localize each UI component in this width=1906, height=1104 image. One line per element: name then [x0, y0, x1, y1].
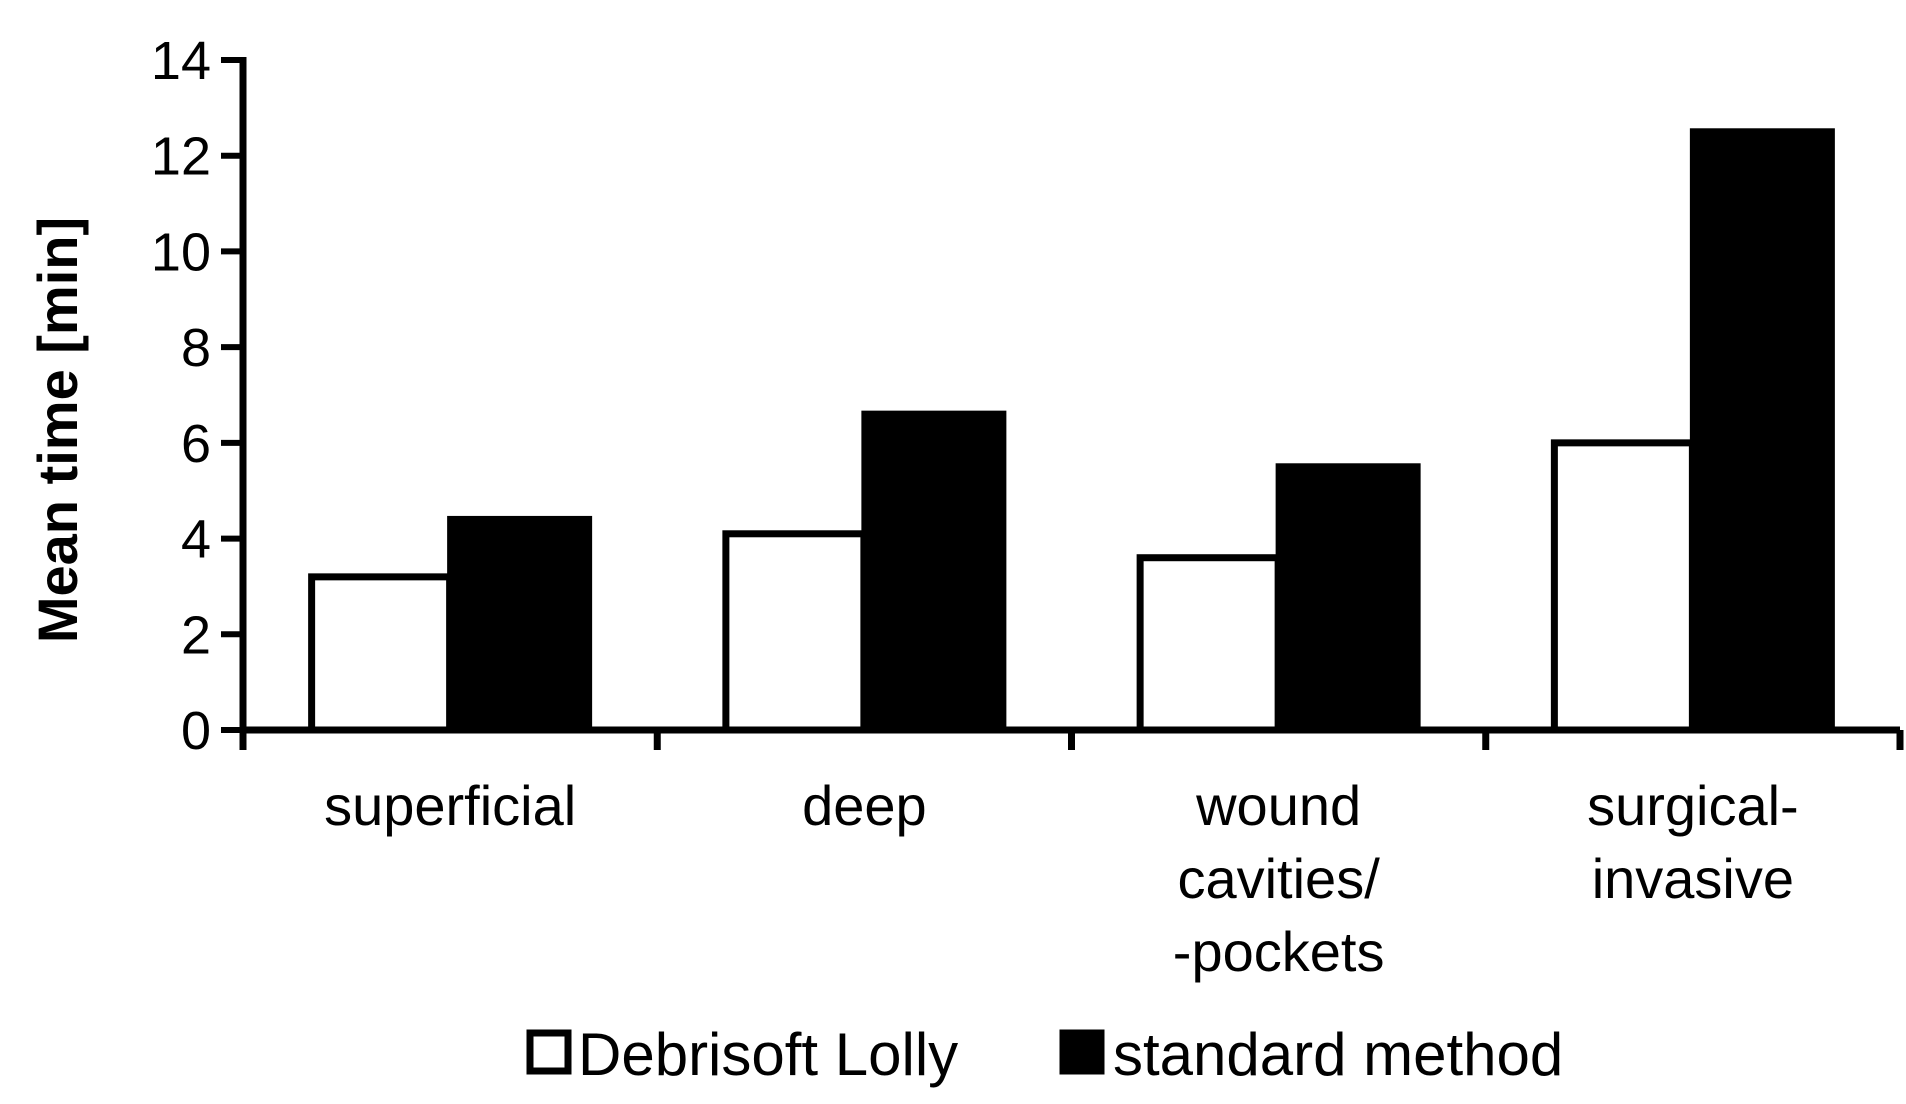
- legend: Debrisoft Lolly standard method: [526, 1021, 1563, 1088]
- bar-standard-method: [861, 410, 1007, 734]
- legend-label: standard method: [1113, 1021, 1563, 1088]
- bar-debrisoft-lolly: [1550, 439, 1696, 734]
- y-tick-label: 2: [181, 605, 211, 665]
- y-tick-label: 14: [151, 31, 211, 91]
- y-axis-label: Mean time [min]: [26, 217, 89, 643]
- y-tick-label: 8: [181, 318, 211, 378]
- bar-debrisoft-lolly: [308, 573, 454, 734]
- bar-standard-method: [447, 515, 593, 734]
- x-category-label: cavities/: [1177, 847, 1380, 910]
- legend-label: Debrisoft Lolly: [578, 1021, 958, 1088]
- y-tick-label: 12: [151, 127, 211, 187]
- y-tick-label: 0: [181, 701, 211, 761]
- bars: [308, 128, 1835, 734]
- bar-standard-method: [1689, 128, 1835, 734]
- bar-debrisoft-lolly: [1136, 554, 1282, 734]
- x-ticks: [239, 730, 1904, 750]
- x-category-label: superficial: [324, 774, 576, 837]
- y-ticks: 0 2 4 6 8 10 12 14: [151, 31, 243, 761]
- y-tick-label: 6: [181, 414, 211, 474]
- bar-standard-method: [1275, 463, 1421, 734]
- bar-debrisoft-lolly: [722, 530, 868, 734]
- x-category-label: surgical-: [1587, 774, 1799, 837]
- x-category-label: -pockets: [1173, 920, 1385, 983]
- legend-swatch: [1059, 1029, 1105, 1075]
- legend-swatch: [526, 1029, 572, 1075]
- x-category-label: wound: [1195, 774, 1361, 837]
- x-category-label: invasive: [1592, 847, 1794, 910]
- category-labels: superficial deep wound cavities/ -pockets sur…: [324, 774, 1799, 983]
- y-tick-label: 4: [181, 510, 211, 570]
- y-tick-label: 10: [151, 222, 211, 282]
- x-category-label: deep: [802, 774, 927, 837]
